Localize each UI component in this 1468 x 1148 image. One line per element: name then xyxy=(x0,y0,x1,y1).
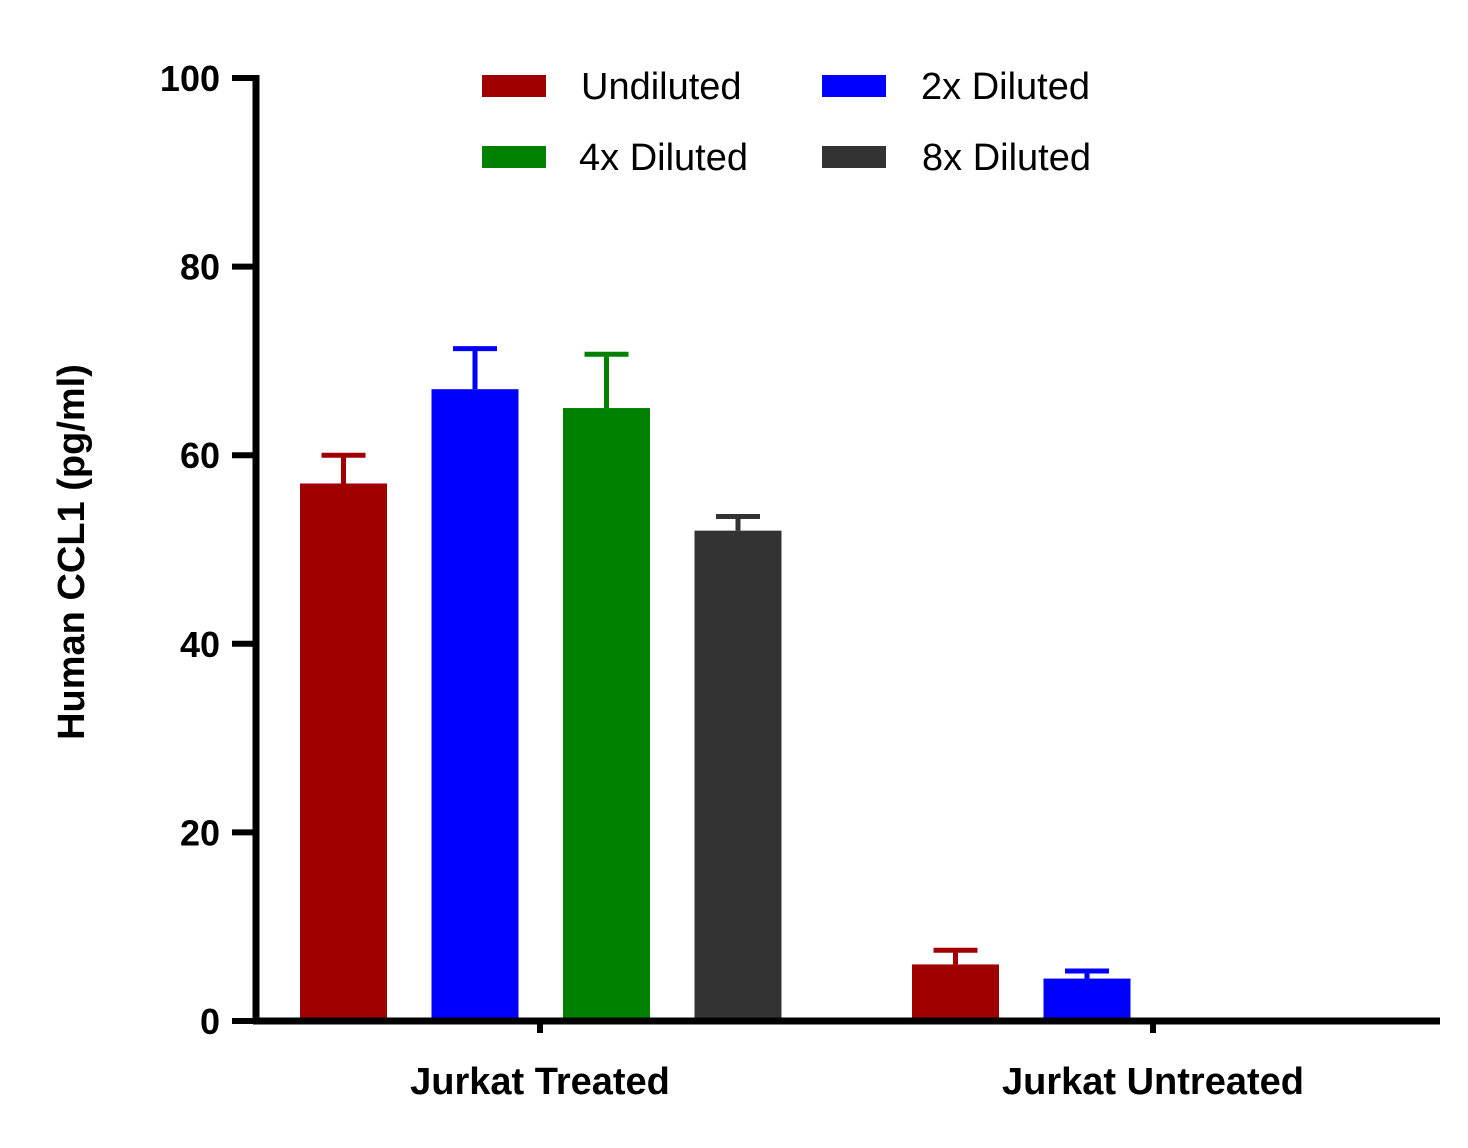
y-tick-label: 60 xyxy=(180,435,220,476)
legend-swatch xyxy=(482,75,546,97)
y-tick-label: 40 xyxy=(180,624,220,665)
bars xyxy=(300,389,1131,1021)
axes xyxy=(232,75,1440,1033)
category-label: Jurkat Untreated xyxy=(1002,1061,1304,1103)
legend-label: Undiluted xyxy=(581,66,742,108)
axis-labels: 0 20 40 60 80 100 Jurkat Treated Jurkat Untreat… xyxy=(51,58,1304,1103)
y-tick-label: 20 xyxy=(180,812,220,853)
legend-label: 2x Diluted xyxy=(921,66,1090,108)
legend-label: 8x Diluted xyxy=(922,137,1091,179)
bar-4x-diluted-jurkat-treated xyxy=(563,408,650,1021)
bar-2x-diluted-jurkat-untreated xyxy=(1043,978,1131,1021)
error-bars xyxy=(321,346,1109,979)
category-label: Jurkat Treated xyxy=(410,1061,670,1103)
y-tick-label: 0 xyxy=(200,1001,220,1042)
y-axis-title: Human CCL1 (pg/ml) xyxy=(51,364,93,740)
y-tick-label: 80 xyxy=(180,247,220,288)
legend-swatch xyxy=(822,146,886,168)
legend-swatch xyxy=(482,146,546,168)
legend: Undiluted 2x Diluted 4x Diluted 8x Diluted xyxy=(482,66,1091,179)
bar-8x-diluted-jurkat-treated xyxy=(694,530,782,1021)
bar-2x-diluted-jurkat-treated xyxy=(431,389,519,1021)
legend-label: 4x Diluted xyxy=(579,137,748,179)
bar-undiluted-jurkat-untreated xyxy=(912,964,999,1021)
legend-swatch xyxy=(822,75,886,97)
y-tick-label: 100 xyxy=(160,58,220,99)
bar-undiluted-jurkat-treated xyxy=(300,483,387,1021)
